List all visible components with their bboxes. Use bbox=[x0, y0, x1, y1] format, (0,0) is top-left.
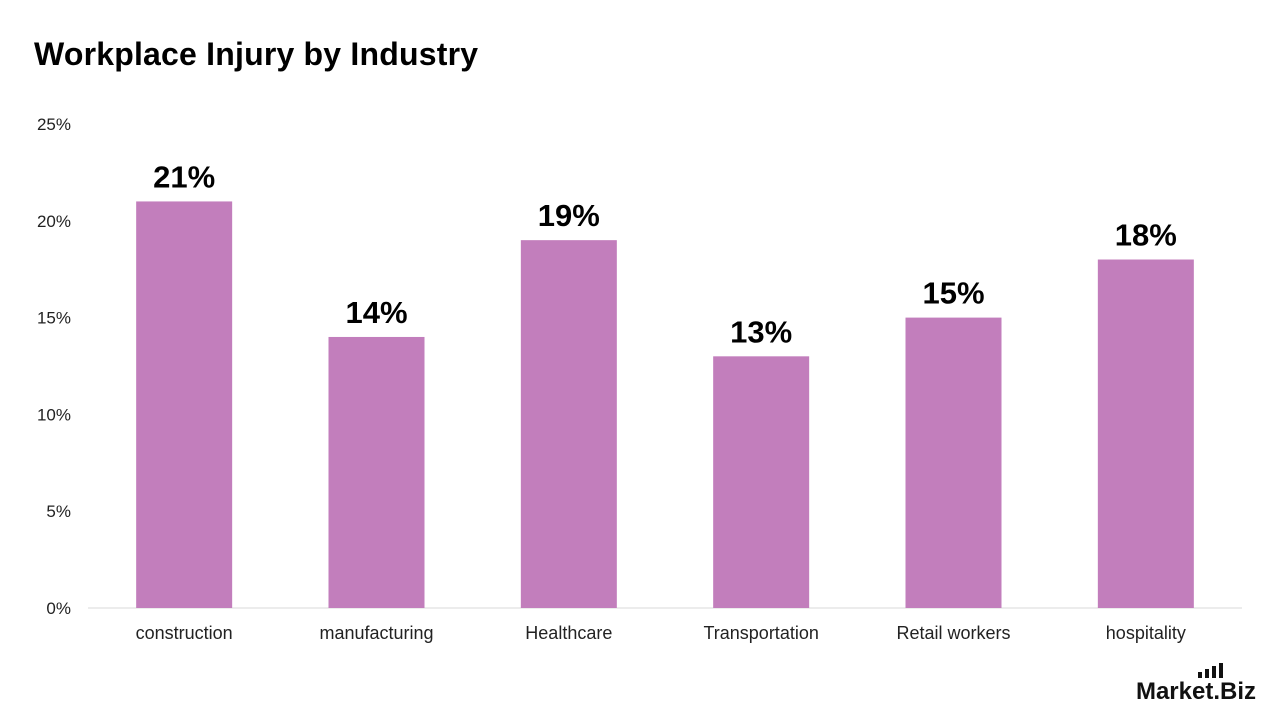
brand-name: Market bbox=[1135, 678, 1214, 705]
bar bbox=[136, 201, 233, 608]
brand-suffix: .Biz bbox=[1213, 678, 1256, 705]
y-tick-label: 10% bbox=[37, 405, 71, 424]
brand-logo: Market .Biz bbox=[1135, 663, 1256, 706]
data-label: 21% bbox=[153, 159, 215, 194]
chart-title: Workplace Injury by Industry bbox=[34, 36, 479, 72]
x-tick-label: Transportation bbox=[703, 623, 818, 643]
y-tick-label: 15% bbox=[37, 309, 71, 328]
y-tick-label: 20% bbox=[37, 212, 71, 231]
bar bbox=[1097, 259, 1194, 608]
bar bbox=[905, 317, 1002, 608]
bar bbox=[713, 356, 810, 608]
bar bbox=[328, 336, 425, 608]
data-label: 19% bbox=[538, 198, 600, 233]
x-tick-label: hospitality bbox=[1106, 623, 1186, 643]
y-tick-label: 0% bbox=[46, 599, 71, 618]
y-tick-label: 5% bbox=[46, 502, 71, 521]
x-tick-label: manufacturing bbox=[319, 623, 433, 643]
bar bbox=[520, 240, 617, 608]
data-label: 15% bbox=[922, 276, 984, 311]
x-tick-label: construction bbox=[136, 623, 233, 643]
y-tick-label: 25% bbox=[37, 115, 71, 134]
data-label: 18% bbox=[1115, 218, 1177, 253]
x-tick-label: Retail workers bbox=[896, 623, 1010, 643]
logo-bars-icon bbox=[1197, 663, 1223, 678]
x-tick-label: Healthcare bbox=[525, 623, 612, 643]
data-label: 14% bbox=[345, 295, 407, 330]
data-label: 13% bbox=[730, 314, 792, 349]
